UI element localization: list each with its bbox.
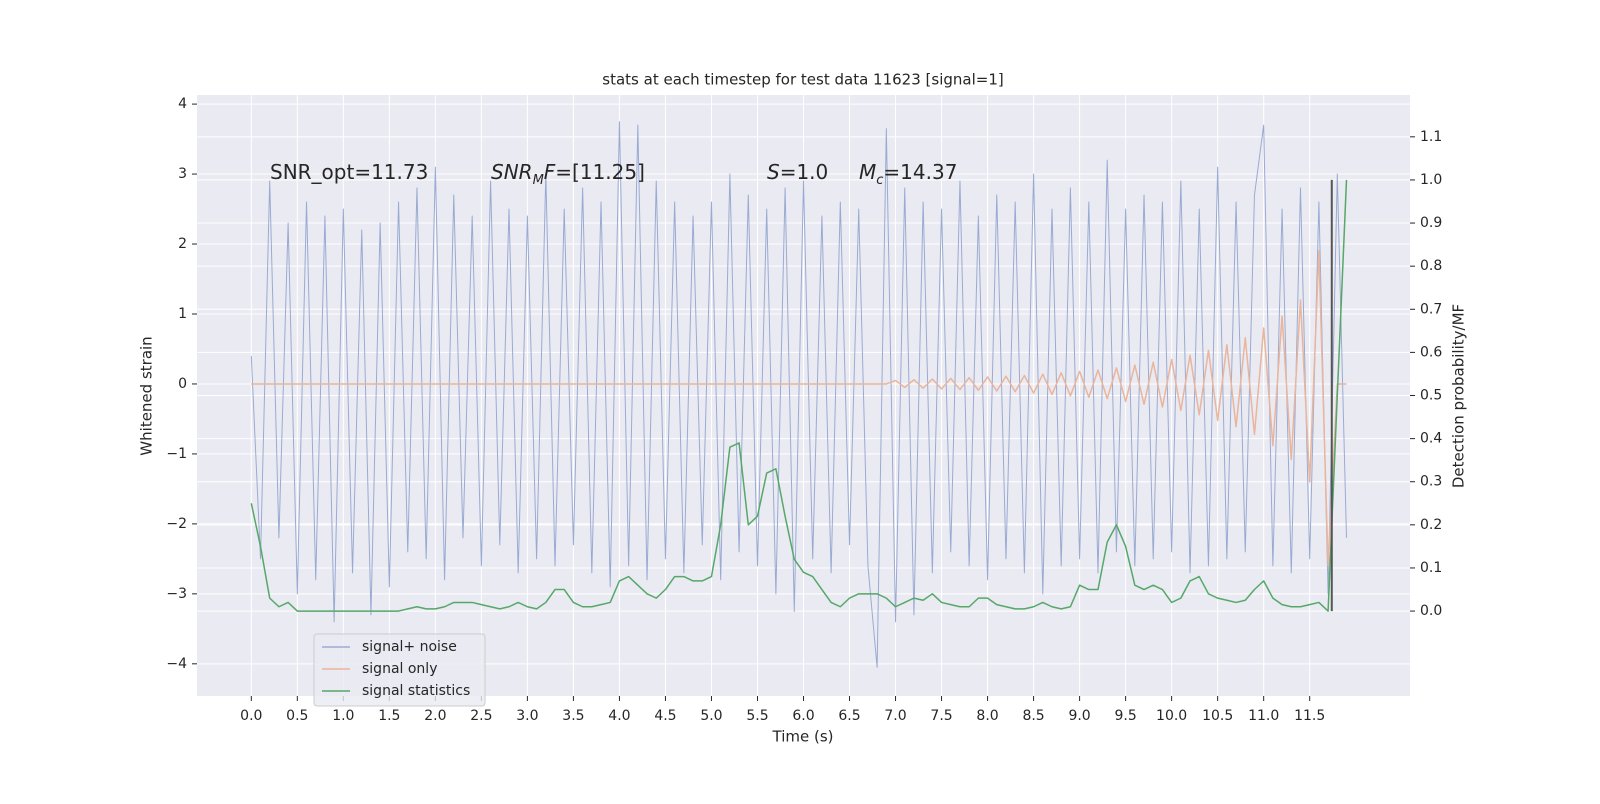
annotation-part: =1.0 [780,160,829,184]
x-tick-label: 5.0 [700,708,722,724]
y2-tick-label: 1.1 [1420,129,1442,145]
x-tick-label: 1.0 [332,708,354,724]
y-tick-label: −3 [166,586,187,602]
chart-title: stats at each timestep for test data 116… [602,71,1003,89]
y-tick-label: 4 [178,96,187,112]
annotation-part: M [533,173,544,188]
plot-area [197,95,1410,696]
annotation: SNRMF=[11.25] [491,160,645,189]
y-tick-label: 3 [178,166,187,182]
y-tick-label: −4 [166,656,187,672]
annotation: Mc=14.37 [859,160,957,189]
annotation-part: S [767,160,780,184]
x-tick-label: 9.0 [1068,708,1090,724]
annotation-part: SNR_opt=11.73 [270,160,428,184]
y2-tick-label: 0.7 [1420,301,1442,317]
x-tick-label: 7.0 [884,708,906,724]
x-tick-label: 7.5 [930,708,952,724]
y-tick-label: 0 [178,376,187,392]
y2-tick-label: 0.1 [1420,560,1442,576]
x-tick-label: 4.0 [608,708,630,724]
x-tick-label: 0.5 [286,708,308,724]
y-tick-label: −1 [166,446,187,462]
annotation-part: SNR [491,160,533,184]
x-tick-label: 11.0 [1248,708,1279,724]
y-tick-label: 1 [178,306,187,322]
x-tick-label: 4.5 [654,708,676,724]
y2-tick-label: 0.0 [1420,603,1442,619]
y2-tick-label: 0.3 [1420,474,1442,490]
x-tick-label: 8.0 [976,708,998,724]
x-tick-label: 2.5 [470,708,492,724]
annotation: S=1.0 [767,160,828,184]
y-axis-label: Whitened strain [138,336,156,455]
annotation-part: c [876,173,883,188]
y2-tick-label: 0.8 [1420,258,1442,274]
y2-tick-label: 0.2 [1420,517,1442,533]
y-tick-label: −2 [166,516,187,532]
annotation-part: M [859,160,876,184]
y2-tick-label: 0.9 [1420,215,1442,231]
legend-label: signal statistics [362,683,470,699]
x-tick-label: 1.5 [378,708,400,724]
annotation-part: F [544,160,556,184]
x-tick-label: 10.0 [1156,708,1187,724]
y2-tick-label: 0.4 [1420,431,1442,447]
series-line [251,250,1347,567]
annotation: SNR_opt=11.73 [270,160,428,184]
annotation-part: =14.37 [883,160,957,184]
series-line [250,121,1347,668]
x-axis-label: Time (s) [772,728,834,746]
x-tick-label: 9.5 [1114,708,1136,724]
x-tick-label: 3.5 [562,708,584,724]
x-tick-label: 8.5 [1022,708,1044,724]
y2-tick-label: 1.0 [1420,172,1442,188]
legend-label: signal+ noise [362,639,457,655]
y-tick-label: 2 [178,236,187,252]
annotation-part: =[11.25] [555,160,645,184]
y2-tick-label: 0.5 [1420,388,1442,404]
series-line [250,179,1348,612]
x-tick-label: 2.0 [424,708,446,724]
x-tick-label: 3.0 [516,708,538,724]
legend: signal+ noise signal only signal statistic… [313,633,486,707]
x-tick-label: 5.5 [746,708,768,724]
legend-box [313,633,486,707]
y2-axis-label: Detection probability/MF [1450,304,1468,488]
x-tick-label: 0.0 [240,708,262,724]
x-tick-label: 11.5 [1294,708,1325,724]
x-tick-label: 6.5 [838,708,860,724]
legend-label: signal only [362,661,437,677]
x-tick-label: 6.0 [792,708,814,724]
x-tick-label: 10.5 [1202,708,1233,724]
y2-tick-label: 0.6 [1420,344,1442,360]
